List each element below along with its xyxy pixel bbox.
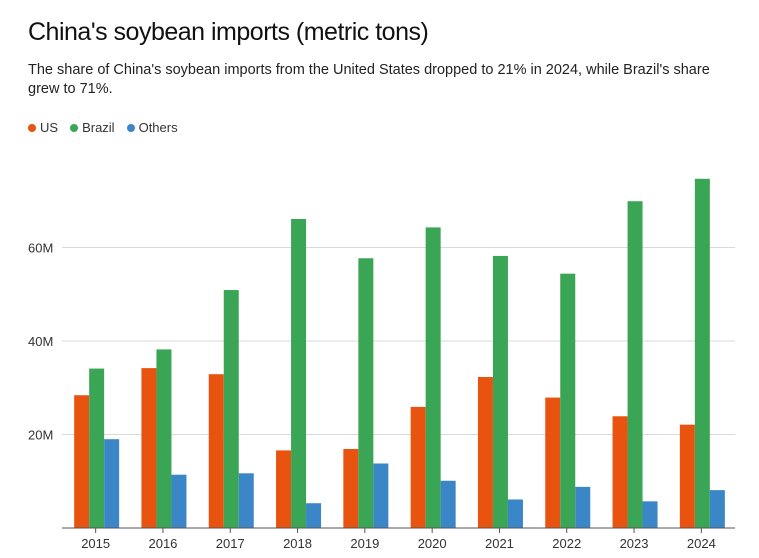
bar-others-2016[interactable] xyxy=(171,474,187,528)
bar-brazil-2024[interactable] xyxy=(694,178,710,528)
y-tick-label: 40M xyxy=(28,334,53,349)
chart-title: China's soybean imports (metric tons) xyxy=(28,18,429,46)
chart-subtitle: The share of China's soybean imports fro… xyxy=(28,62,710,97)
bar-brazil-2015[interactable] xyxy=(89,368,105,528)
bar-others-2021[interactable] xyxy=(507,499,523,528)
bar-us-2023[interactable] xyxy=(612,416,628,528)
x-tick-label-2022: 2022 xyxy=(552,536,581,551)
x-tick-label-2018: 2018 xyxy=(283,536,312,551)
bar-brazil-2016[interactable] xyxy=(156,349,172,528)
bar-us-2020[interactable] xyxy=(410,406,426,528)
x-tick-label-2021: 2021 xyxy=(485,536,514,551)
bar-us-2018[interactable] xyxy=(276,450,292,528)
bar-others-2015[interactable] xyxy=(104,439,120,528)
x-tick-label-2017: 2017 xyxy=(216,536,245,551)
x-tick-label-2015: 2015 xyxy=(81,536,110,551)
legend-label-us: US xyxy=(40,120,59,135)
legend-label-brazil: Brazil xyxy=(82,120,115,135)
legend-marker-us xyxy=(28,123,36,132)
bar-us-2016[interactable] xyxy=(141,368,157,528)
legend-item-others: Others xyxy=(126,120,178,135)
bar-others-2022[interactable] xyxy=(575,486,591,528)
x-tick-label-2016: 2016 xyxy=(148,536,177,551)
x-tick-label-2019: 2019 xyxy=(350,536,379,551)
bar-others-2020[interactable] xyxy=(440,480,456,528)
bar-brazil-2023[interactable] xyxy=(627,201,643,528)
bar-brazil-2019[interactable] xyxy=(358,258,374,528)
bar-others-2019[interactable] xyxy=(373,463,389,528)
y-tick-label: 20M xyxy=(28,428,53,443)
x-tick-label-2023: 2023 xyxy=(620,536,649,551)
x-tick-label-2020: 2020 xyxy=(418,536,447,551)
bar-us-2019[interactable] xyxy=(343,448,359,528)
bar-others-2017[interactable] xyxy=(238,473,254,528)
bar-others-2018[interactable] xyxy=(306,503,322,528)
x-tick-label-2024: 2024 xyxy=(687,536,716,551)
bar-us-2022[interactable] xyxy=(545,397,561,528)
legend-label-others: Others xyxy=(138,120,178,135)
bar-brazil-2022[interactable] xyxy=(560,273,576,528)
bar-us-2021[interactable] xyxy=(477,376,493,528)
y-tick-label: 60M xyxy=(28,241,53,256)
bar-us-2015[interactable] xyxy=(74,395,90,528)
bar-brazil-2021[interactable] xyxy=(492,255,508,529)
bar-others-2023[interactable] xyxy=(642,501,658,528)
legend-marker-brazil xyxy=(70,123,79,132)
legend-item-us: US xyxy=(28,120,58,135)
legend: US Brazil Others xyxy=(28,120,178,135)
bar-brazil-2018[interactable] xyxy=(291,218,307,529)
bar-others-2024[interactable] xyxy=(709,490,725,528)
bar-us-2024[interactable] xyxy=(679,424,695,528)
bar-us-2017[interactable] xyxy=(208,374,224,528)
legend-item-brazil: Brazil xyxy=(70,120,115,135)
bar-brazil-2020[interactable] xyxy=(425,227,441,528)
legend-marker-others xyxy=(126,123,135,132)
bar-brazil-2017[interactable] xyxy=(223,290,239,528)
